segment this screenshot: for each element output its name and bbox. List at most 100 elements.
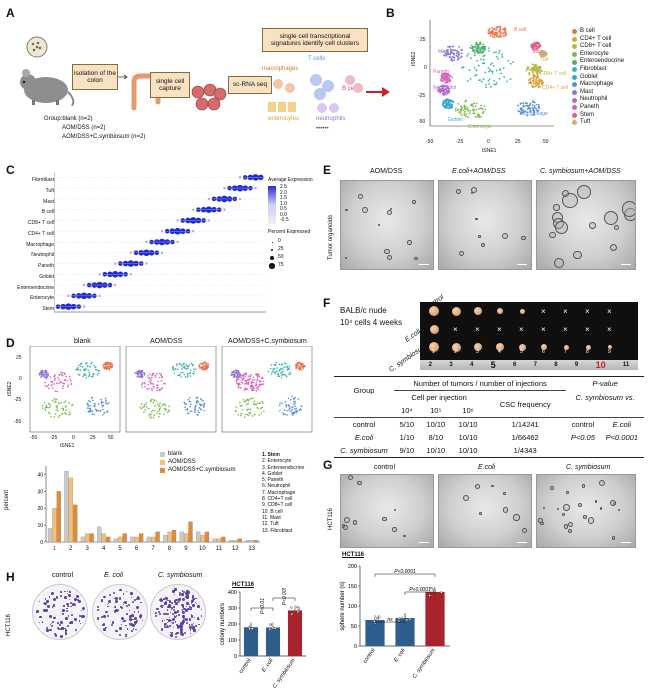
d-tsne-point [105,366,107,368]
label-neutrophils: neutrophils [316,116,346,122]
group-aomdss: AOM/DSS (n=2) [62,125,106,131]
colony-dot [163,623,167,626]
d-tsne-point [143,381,146,384]
tsne-point [459,108,462,111]
tsne-point [474,46,477,49]
replicate-point [397,619,401,623]
d-tsne-point [294,396,297,399]
d-tsne-point [202,399,204,402]
colony-dot [165,596,167,599]
d-tsne-point [257,402,259,405]
d-tsne-point [63,373,66,376]
tsne-point [447,102,450,105]
d-tsne-point [235,406,238,408]
d-tsne-point [252,376,255,379]
d-tsne-point [141,376,143,379]
b-xlabel: tSNE1 [482,148,497,154]
d-tsne-point [295,367,297,370]
colony-dot [68,594,72,598]
d-tsne-point [56,407,59,409]
d-tsne-point [280,372,282,374]
tsne-point [488,50,490,52]
d-tsne-point [291,414,294,416]
organoid-blob [556,508,559,511]
c-row-label: Tuft [45,187,54,194]
colony-dot [107,599,111,603]
tsne-point [478,115,480,118]
d-tsne-point [257,386,260,388]
tsne-point [476,46,479,49]
tsne-point [450,76,453,79]
f-row-0: control 5/10 10/10 10/10 1/14241 control… [334,418,644,432]
d-tsne-point [94,366,97,368]
d-cell-index-item: 4. Goblet [262,470,283,477]
d-tsne-point [288,406,291,408]
d-tsne-point [239,387,242,389]
d-tsne-point [184,406,186,408]
tsne-point [443,54,445,56]
colony-dot [66,610,69,613]
colony-dot [172,626,174,629]
legend-label: CD8+ T cell [580,43,612,50]
colony-dot [140,601,142,604]
bar-xtick-label: control [238,658,252,675]
tsne-point [445,89,448,92]
colony-dot [175,624,178,627]
tsne-point [532,79,535,82]
bar-ylabel: sphere number (n) [340,581,346,630]
sig-bracket [404,591,436,595]
tsne-point [536,81,539,84]
f-cell: 10/10 [426,420,446,429]
f-cell: 1/14241 [511,420,539,429]
d-tsne-point [82,375,85,378]
tsne-point [525,101,528,104]
d-tsne-point [245,381,248,383]
tsne-point [489,85,492,88]
d-tsne-point [231,371,233,374]
d-tsne-point [55,405,58,408]
tsne-point [447,45,449,48]
colony-dot [192,629,195,632]
colony-dot [170,608,173,611]
tumor-number: 7 [564,349,567,355]
bar [287,610,303,656]
bar-xtick-label: C. symbiosum [272,657,297,689]
tsne-point [476,115,479,118]
no-tumor-mark: × [585,307,590,316]
d-tsne-point [203,409,205,412]
bar-xtick-label: E. coli [261,657,275,673]
colony-dot [186,594,189,597]
d-tsne-point [236,376,239,379]
organoid-blob [475,217,479,221]
d-tsne-point [105,399,107,402]
d-tsne-point [62,382,64,384]
colony-dot [78,599,82,603]
d-tsne-point [258,402,261,404]
d-tsne-point [282,412,284,414]
f-cell: control [571,420,595,429]
label-macrophages: macrophages [262,66,299,72]
tsne-point [537,68,540,71]
b-xtick-3: 25 [515,139,521,145]
colony-dot [128,614,132,618]
d-tsne-point [184,408,187,411]
h-dish-ecoli [92,584,148,640]
tsne-point [452,52,455,55]
organoid-blob [549,231,556,238]
colony-dot [123,619,126,623]
label-b-cells: B cells [342,86,360,92]
d-tsne-point [148,413,151,415]
colony-dot [192,622,195,624]
tsne-point [449,45,452,48]
d-tsne-point [286,414,288,416]
colony-dot [114,597,116,600]
tsne-point [463,114,466,117]
replicate-point [296,605,299,609]
tsne-point [469,109,472,112]
tsne-point [487,32,490,35]
d-tsne-point [45,376,48,379]
tsne-point [491,70,494,73]
tumor-number: 9 [608,349,611,355]
colony-dot [69,602,72,605]
d-cell-index-item: 2. Enterocyte [262,458,292,465]
